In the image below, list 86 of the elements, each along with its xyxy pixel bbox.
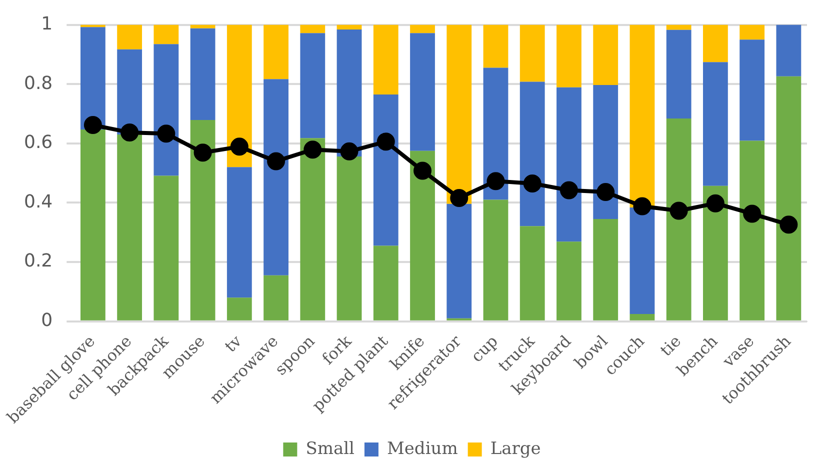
y-tick-label: 0.4 (24, 191, 53, 212)
bar (556, 87, 582, 242)
bar (154, 24, 179, 44)
bar (154, 176, 179, 320)
point (670, 202, 688, 220)
bar (226, 24, 252, 168)
legend-label: Medium (386, 438, 458, 459)
point (84, 116, 102, 134)
bar (740, 40, 765, 141)
legend-label: Small (306, 438, 354, 459)
bar (630, 207, 655, 314)
point (560, 181, 578, 200)
bar (740, 140, 765, 320)
bar (483, 24, 508, 68)
bar (520, 24, 545, 82)
bar (520, 82, 545, 226)
bar (556, 24, 582, 88)
point (743, 204, 762, 223)
bar (373, 94, 398, 246)
bar (740, 24, 765, 40)
point (157, 124, 176, 143)
bar (666, 118, 692, 320)
bar (520, 226, 545, 320)
bar (703, 24, 728, 62)
bar (226, 167, 252, 298)
point (596, 183, 615, 202)
bar (336, 30, 362, 156)
y-tick-label: 0.6 (24, 132, 53, 154)
bar (593, 85, 618, 220)
bar (410, 33, 435, 151)
legend-label: Large (490, 438, 541, 459)
bar (190, 24, 216, 28)
bar (703, 186, 728, 320)
y-tick-label: 0 (41, 310, 53, 332)
y-tick-label: 1 (41, 13, 53, 34)
point (523, 174, 542, 192)
bar (373, 24, 398, 94)
bar (190, 120, 216, 320)
bar (264, 79, 288, 276)
point (304, 140, 322, 159)
bar (666, 30, 692, 119)
bar (556, 242, 582, 320)
point (120, 123, 139, 142)
bar (300, 24, 326, 34)
bar (336, 24, 362, 30)
y-tick-label: 0.2 (24, 250, 53, 272)
bar (630, 24, 655, 208)
bar (264, 275, 288, 320)
bar (483, 68, 508, 200)
bar (776, 24, 802, 76)
bar (300, 138, 326, 320)
bar (373, 246, 398, 320)
point (267, 152, 286, 170)
point (194, 144, 212, 162)
bar (80, 129, 106, 320)
bar (776, 76, 802, 320)
bar (80, 27, 106, 130)
bar (117, 49, 142, 135)
bar (226, 298, 252, 320)
bar (117, 24, 142, 50)
point (706, 194, 724, 212)
point (414, 162, 432, 180)
bar (630, 314, 655, 320)
bar (666, 24, 692, 30)
bar (483, 200, 508, 320)
bar (593, 219, 618, 320)
bar (410, 150, 435, 320)
bar (264, 24, 288, 80)
point (340, 142, 358, 160)
y-tick-label: 0.8 (24, 72, 53, 94)
bar (410, 24, 435, 34)
bar (154, 44, 179, 176)
point (450, 188, 468, 207)
point (230, 138, 248, 156)
point (780, 216, 798, 234)
bar (117, 134, 142, 320)
bar (446, 24, 472, 204)
point (376, 132, 395, 151)
bar (190, 28, 216, 120)
bar (336, 156, 362, 320)
point (486, 172, 505, 190)
bar (446, 204, 472, 318)
bar (300, 33, 326, 138)
bar (703, 62, 728, 186)
point (633, 197, 652, 216)
bar (593, 24, 618, 85)
